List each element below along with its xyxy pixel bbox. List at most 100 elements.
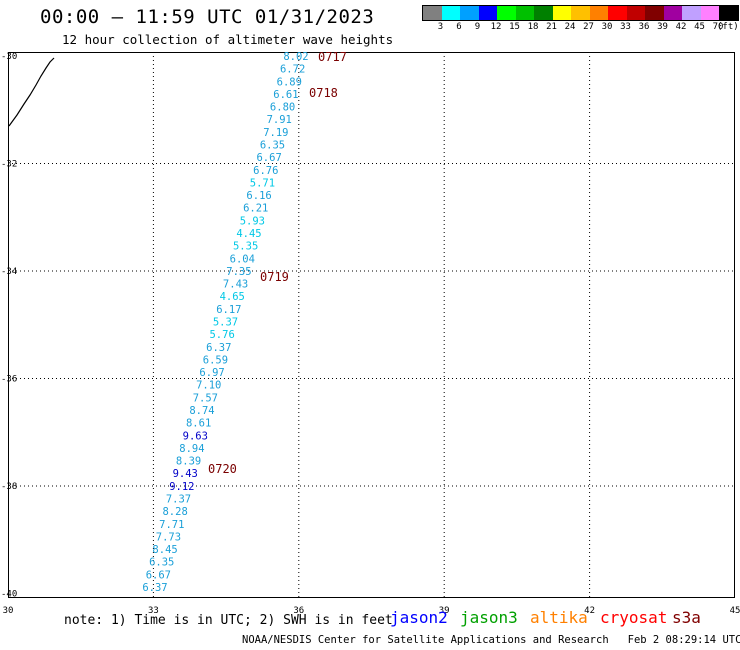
swh-value: 5.35 xyxy=(233,241,258,253)
time-labels: 0717 0718 0719 0720 xyxy=(208,50,347,476)
swh-value: 6.37 xyxy=(142,582,167,594)
time-label: 0718 xyxy=(309,86,338,100)
map-subtitle: 12 hour collection of altimeter wave hei… xyxy=(62,32,394,47)
swh-value: 7.91 xyxy=(267,114,292,126)
lat-tick-label: -36 xyxy=(1,375,17,385)
time-label: 0717 xyxy=(318,50,347,64)
swh-value: 6.35 xyxy=(149,557,174,569)
swh-value: 6.37 xyxy=(206,342,231,354)
coastline xyxy=(8,57,55,127)
legend-swatch xyxy=(645,6,664,20)
swh-value: 8.45 xyxy=(152,544,177,556)
swh-value: 8.02 xyxy=(283,51,308,63)
swh-track: 8.026.726.896.616.807.917.196.356.676.76… xyxy=(142,51,308,594)
legend-swatch xyxy=(552,6,571,20)
legend-swatch xyxy=(589,6,608,20)
time-label: 0720 xyxy=(208,462,237,476)
satellite-jason2: jason2 xyxy=(390,608,448,627)
footer-note: note: 1) Time is in UTC; 2) SWH is in fe… xyxy=(64,613,393,628)
legend-swatch xyxy=(478,6,497,20)
legend-swatch xyxy=(626,6,645,20)
credit-text: NOAA/NESDIS Center for Satellite Applica… xyxy=(242,634,609,646)
swh-value: 5.37 xyxy=(213,317,238,329)
legend-label: 45 xyxy=(694,22,705,32)
swh-value: 7.43 xyxy=(223,279,248,291)
map-frame xyxy=(8,52,735,598)
lon-tick-label: 39 xyxy=(439,606,450,616)
legend-swatch xyxy=(515,6,534,20)
satellite-s3a: s3a xyxy=(672,608,701,627)
legend-swatch xyxy=(719,6,738,20)
legend-label: 30 xyxy=(601,22,613,32)
swh-value: 9.63 xyxy=(183,430,208,442)
swh-value: 7.19 xyxy=(263,127,288,139)
swh-value: 6.80 xyxy=(270,102,295,114)
legend-unit: (ft) xyxy=(717,22,739,32)
color-legend xyxy=(422,5,739,21)
legend-label: 39 xyxy=(657,22,668,32)
swh-value: 5.71 xyxy=(250,177,275,189)
legend-swatch xyxy=(700,6,719,20)
legend-label: 3 xyxy=(437,22,444,32)
lon-tick-label: 36 xyxy=(293,606,304,616)
legend-label: 18 xyxy=(527,22,539,32)
swh-value: 8.28 xyxy=(162,506,187,518)
swh-value: 5.76 xyxy=(209,329,234,341)
swh-value: 7.35 xyxy=(226,266,251,278)
lon-tick-label: 33 xyxy=(148,606,159,616)
legend-label: 24 xyxy=(564,22,576,32)
lon-tick-label: 42 xyxy=(584,606,595,616)
swh-value: 6.16 xyxy=(246,190,271,202)
swh-value: 6.72 xyxy=(280,64,305,76)
lat-tick-label: -38 xyxy=(1,482,17,492)
legend-label: 27 xyxy=(583,22,594,32)
lat-tick-label: -30 xyxy=(1,52,17,62)
swh-value: 8.61 xyxy=(186,418,211,430)
swh-value: 6.67 xyxy=(146,569,171,581)
legend-label: 6 xyxy=(456,22,462,32)
grid-lines xyxy=(8,52,735,598)
legend-label: 70 xyxy=(712,22,724,32)
swh-value: 6.97 xyxy=(199,367,224,379)
swh-value: 7.10 xyxy=(196,380,221,392)
axis-ticks: 30 33 36 39 42 45 -30 -32 -34 -36 -38 -40 xyxy=(1,52,740,616)
legend-swatch xyxy=(682,6,701,20)
satellite-cryosat: cryosat xyxy=(600,608,668,627)
footer-credit: NOAA/NESDIS Center for Satellite Applica… xyxy=(242,634,740,646)
lon-tick-label: 45 xyxy=(730,606,740,616)
legend-label: 33 xyxy=(620,22,631,32)
swh-value: 6.04 xyxy=(230,253,255,265)
legend-label: 42 xyxy=(675,22,687,32)
legend-swatch xyxy=(534,6,553,20)
legend-label: 9 xyxy=(474,22,481,32)
swh-value: 7.57 xyxy=(193,392,218,404)
swh-value: 4.45 xyxy=(236,228,261,240)
legend-swatch xyxy=(608,6,627,20)
swh-value: 6.17 xyxy=(216,304,241,316)
lon-tick-label: 30 xyxy=(3,606,14,616)
swh-value: 6.21 xyxy=(243,203,268,215)
lat-tick-label: -40 xyxy=(1,590,17,600)
swh-value: 8.94 xyxy=(179,443,204,455)
credit-timestamp: Feb 2 08:29:14 UTC 2023 xyxy=(627,634,740,646)
swh-value: 7.71 xyxy=(159,519,184,531)
swh-value: 4.65 xyxy=(220,291,245,303)
legend-label: 21 xyxy=(546,22,557,32)
swh-value: 8.74 xyxy=(189,405,214,417)
legend-label: 12 xyxy=(490,22,502,32)
swh-value: 5.93 xyxy=(240,215,265,227)
swh-value: 6.61 xyxy=(273,89,298,101)
swh-value: 6.76 xyxy=(253,165,278,177)
swh-value: 9.12 xyxy=(169,481,194,493)
legend-swatch xyxy=(663,6,682,20)
map-title: 00:00 – 11:59 UTC 01/31/2023 xyxy=(40,6,375,28)
swh-value: 8.39 xyxy=(176,456,201,468)
legend-swatch xyxy=(441,6,460,20)
legend-swatch xyxy=(423,6,442,20)
satellite-altika: altika xyxy=(530,608,588,627)
legend-label: 36 xyxy=(638,22,650,32)
swh-value: 6.35 xyxy=(260,140,285,152)
swh-value: 7.37 xyxy=(166,494,191,506)
swh-value: 6.89 xyxy=(277,76,302,88)
